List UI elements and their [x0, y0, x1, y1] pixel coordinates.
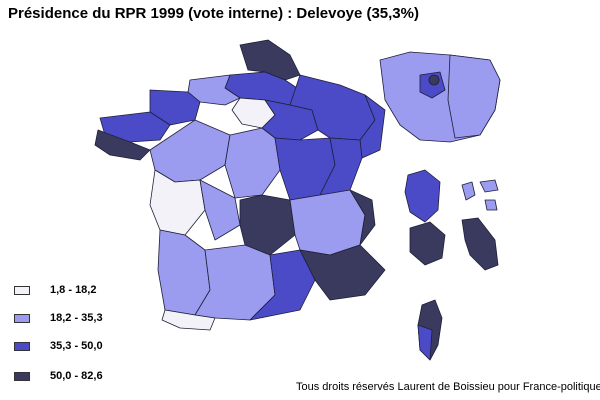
region-poitou — [149, 169, 206, 236]
overseas-guadeloupe — [404, 169, 441, 223]
region-bretagne-west — [94, 129, 151, 161]
legend-label-1: 1,8 - 18,2 — [50, 284, 97, 296]
legend-label-2: 18,2 - 35,3 — [50, 312, 103, 324]
region-savoie — [349, 189, 376, 246]
legend-swatch-1 — [14, 286, 30, 295]
inset-paris — [428, 74, 440, 86]
legend-label-4: 50,0 - 82,6 — [50, 370, 103, 382]
region-pyrenees-west — [161, 309, 216, 331]
overseas-martinique — [461, 217, 499, 271]
legend-label-3: 35,3 - 50,0 — [50, 340, 103, 352]
overseas-martinique-small — [461, 181, 476, 201]
inset-idf-east — [447, 54, 501, 139]
region-limousin — [199, 179, 241, 241]
map-title: Présidence du RPR 1999 (vote interne) : … — [8, 5, 419, 22]
region-corse-south — [417, 324, 433, 361]
region-nord — [239, 39, 301, 81]
overseas-guyane — [484, 199, 498, 211]
region-auvergne — [239, 194, 296, 256]
region-paca — [299, 244, 386, 301]
overseas-reunion — [409, 221, 446, 266]
overseas-small-islands — [479, 179, 499, 193]
copyright-credit: Tous droits réservés Laurent de Boissieu… — [296, 381, 600, 393]
region-rhone-alpes — [289, 189, 366, 256]
region-centre — [224, 127, 281, 199]
legend-swatch-4 — [14, 372, 30, 381]
legend-swatch-3 — [14, 342, 30, 351]
legend-swatch-2 — [14, 314, 30, 323]
